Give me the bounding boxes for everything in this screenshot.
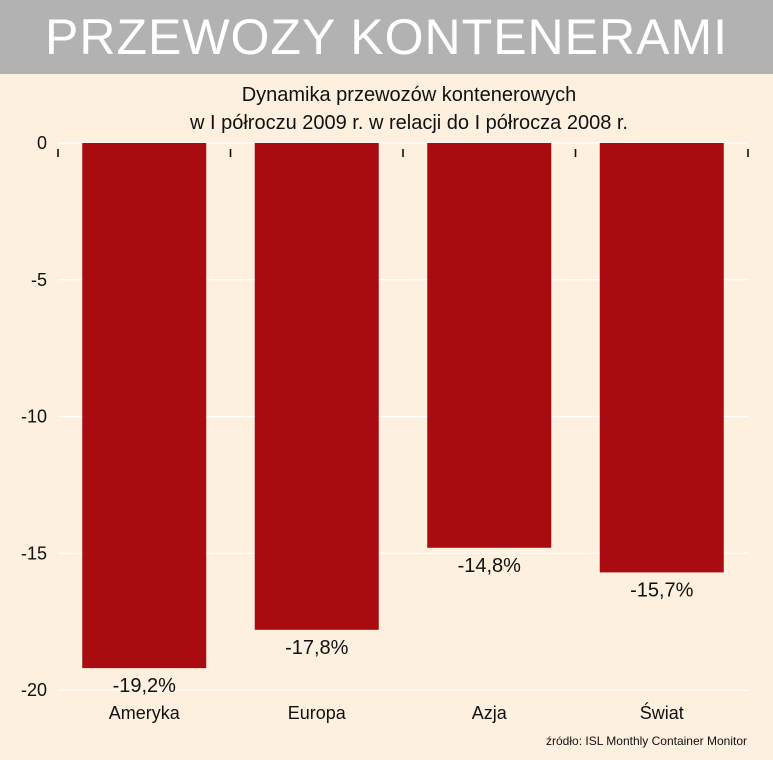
bar-azja	[427, 143, 552, 548]
data-label: -19,2%	[113, 675, 177, 697]
y-tick-label: -15	[21, 543, 47, 563]
header-bar: PRZEWOZY KONTENERAMI	[0, 0, 773, 74]
category-label: Ameryka	[109, 703, 181, 723]
category-label: Azja	[472, 703, 508, 723]
data-label: -17,8%	[285, 637, 349, 659]
bar-europa	[254, 143, 379, 630]
y-tick-label: -5	[31, 270, 47, 290]
bars	[82, 143, 724, 669]
y-tick-label: -10	[21, 407, 47, 427]
data-label: -14,8%	[458, 555, 522, 577]
y-tick-label: 0	[37, 133, 47, 153]
category-label: Świat	[640, 702, 684, 723]
data-labels: -19,2% -17,8% -14,8% -15,7%	[113, 555, 694, 697]
data-label: -15,7%	[630, 579, 694, 601]
page-title: PRZEWOZY KONTENERAMI	[44, 9, 728, 65]
category-label: Europa	[288, 703, 347, 723]
source-note: źródło: ISL Monthly Container Monitor	[546, 734, 747, 748]
y-axis-tick-labels: 0 -5 -10 -15 -20	[21, 133, 47, 700]
chart-title-line-1: Dynamika przewozów kontenerowych	[242, 84, 577, 106]
bar-świat	[599, 143, 724, 573]
chart-title-line-2: w I półroczu 2009 r. w relacji do I półr…	[189, 112, 628, 134]
bar-ameryka	[82, 143, 207, 669]
category-labels: Ameryka Europa Azja Świat	[109, 702, 684, 723]
y-tick-label: -20	[21, 680, 47, 700]
x-axis-ticks	[57, 149, 749, 157]
